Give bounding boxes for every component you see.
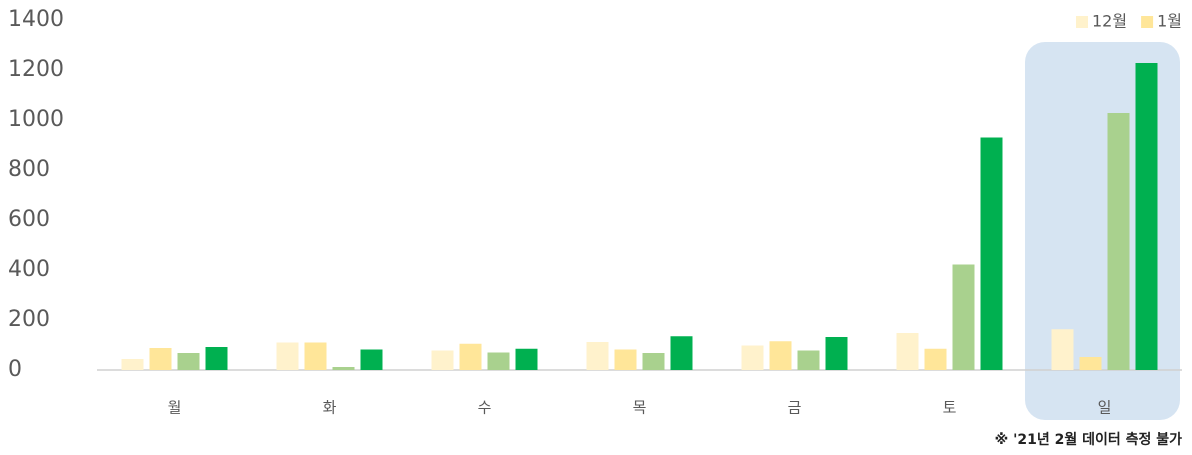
legend-swatch xyxy=(1076,16,1088,28)
bar xyxy=(769,341,792,370)
footnote: ※ '21년 2월 데이터 측정 불가 xyxy=(995,431,1183,448)
bar xyxy=(797,350,820,370)
bar xyxy=(332,367,355,370)
legend-swatch xyxy=(1141,16,1154,28)
bar xyxy=(896,333,919,370)
x-tick-label: 목 xyxy=(633,399,647,417)
y-tick-label: 600 xyxy=(8,207,50,232)
y-tick-label: 1400 xyxy=(8,7,64,32)
bar xyxy=(121,359,144,370)
bar xyxy=(276,342,299,370)
legend-label: 1월 xyxy=(1157,12,1182,31)
bar xyxy=(360,349,383,370)
y-tick-label: 400 xyxy=(8,257,50,282)
bar xyxy=(642,353,665,370)
y-tick-label: 1200 xyxy=(8,57,64,82)
bar xyxy=(825,337,848,370)
y-tick-label: 200 xyxy=(8,307,50,332)
bar xyxy=(586,342,609,370)
bar xyxy=(1051,329,1074,370)
bar xyxy=(205,347,228,370)
legend-label: 12월 xyxy=(1092,12,1127,31)
bar xyxy=(1107,113,1130,370)
x-tick-label: 월 xyxy=(168,399,182,417)
bar xyxy=(149,348,172,370)
bar xyxy=(980,137,1003,370)
x-tick-label: 금 xyxy=(788,399,802,417)
bar xyxy=(670,336,693,370)
bar xyxy=(614,349,637,370)
y-tick-label: 800 xyxy=(8,157,50,182)
bar xyxy=(924,348,947,370)
bar xyxy=(459,343,482,370)
x-tick-label: 토 xyxy=(943,399,957,417)
bar xyxy=(487,352,510,370)
bar xyxy=(515,348,538,370)
x-tick-label: 일 xyxy=(1098,399,1112,417)
y-tick-label: 1000 xyxy=(8,107,64,132)
bar xyxy=(741,345,764,370)
x-tick-label: 화 xyxy=(323,399,337,417)
y-tick-label: 0 xyxy=(8,357,22,382)
bar xyxy=(1079,357,1102,370)
bar xyxy=(304,342,327,370)
x-tick-label: 수 xyxy=(478,399,492,417)
bar xyxy=(431,350,454,370)
bar xyxy=(1135,63,1158,370)
bar xyxy=(952,264,975,370)
bar xyxy=(177,353,200,370)
